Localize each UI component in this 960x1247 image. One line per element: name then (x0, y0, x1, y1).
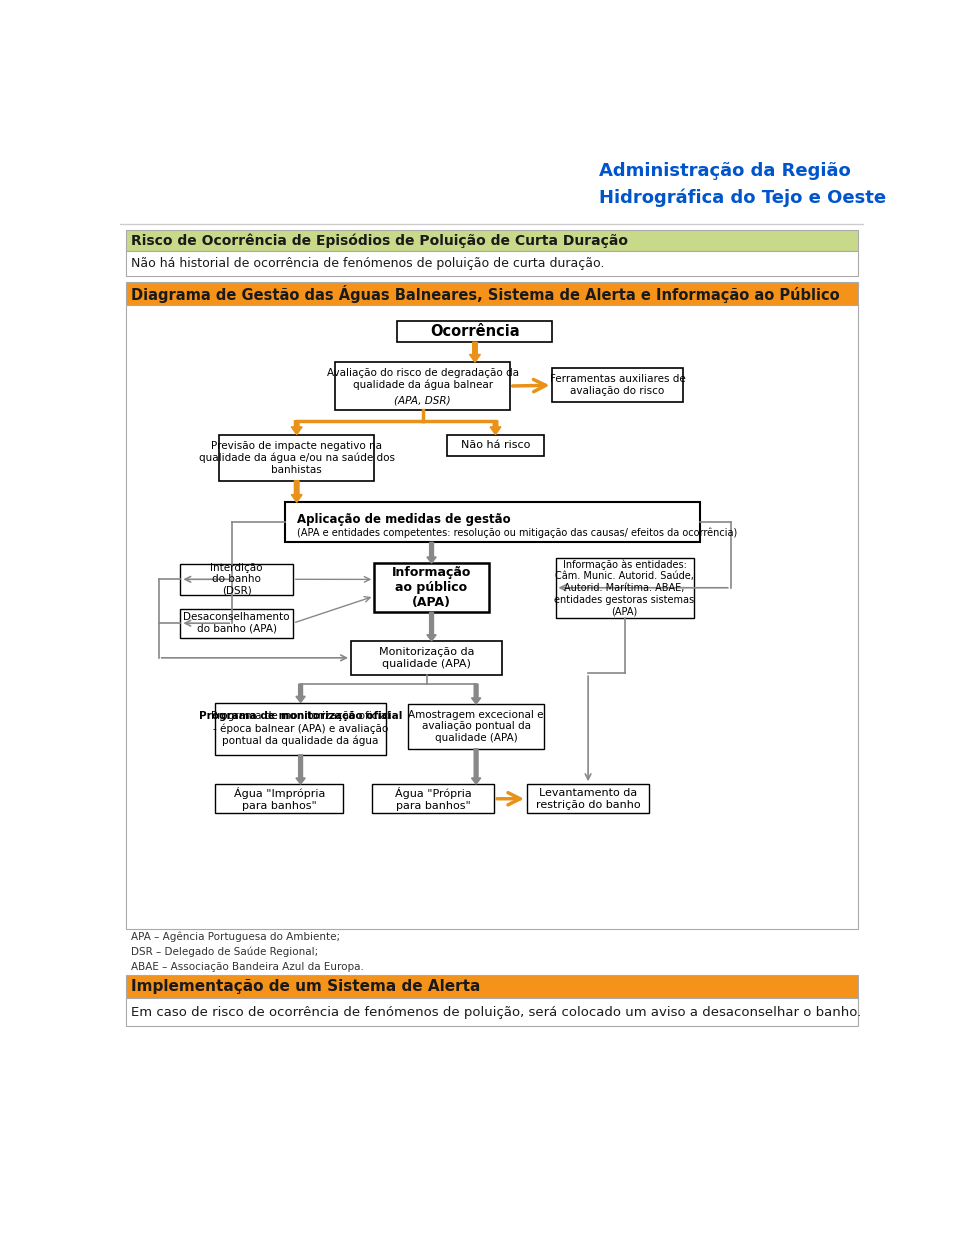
Text: Levantamento da
restrição do banho: Levantamento da restrição do banho (536, 788, 640, 809)
Polygon shape (296, 754, 305, 784)
FancyBboxPatch shape (180, 564, 293, 595)
Text: Em caso de risco de ocorrência de fenómenos de poluição, será colocado um aviso : Em caso de risco de ocorrência de fenóme… (131, 1005, 861, 1019)
Text: Previsão de impacte negativo na
qualidade da água e/ou na saúde dos
banhistas: Previsão de impacte negativo na qualidad… (199, 440, 395, 475)
FancyBboxPatch shape (126, 282, 858, 306)
Text: Implementação de um Sistema de Alerta: Implementação de um Sistema de Alerta (131, 979, 480, 994)
Text: (APA e entidades competentes: resolução ou mitigação das causas/ efeitos da ocor: (APA e entidades competentes: resolução … (298, 527, 737, 539)
FancyBboxPatch shape (126, 975, 858, 998)
FancyBboxPatch shape (219, 434, 374, 481)
Text: Ocorrência: Ocorrência (430, 324, 519, 339)
FancyBboxPatch shape (285, 503, 700, 542)
Polygon shape (427, 542, 436, 564)
FancyBboxPatch shape (126, 998, 858, 1026)
FancyBboxPatch shape (447, 434, 544, 456)
FancyBboxPatch shape (215, 784, 344, 813)
Text: Hidrográfica do Tejo e Oeste: Hidrográfica do Tejo e Oeste (599, 188, 886, 207)
FancyBboxPatch shape (335, 362, 510, 410)
FancyBboxPatch shape (374, 564, 489, 612)
Text: Risco de Ocorrência de Episódios de Poluição de Curta Duração: Risco de Ocorrência de Episódios de Polu… (131, 233, 628, 248)
FancyBboxPatch shape (126, 306, 858, 929)
FancyBboxPatch shape (372, 784, 494, 813)
Text: Avaliação do risco de degradação da
qualidade da água balnear: Avaliação do risco de degradação da qual… (326, 368, 518, 390)
FancyBboxPatch shape (556, 557, 693, 617)
Polygon shape (291, 420, 302, 434)
Text: Aplicação de medidas de gestão: Aplicação de medidas de gestão (298, 513, 511, 526)
Text: Desaconselhamento
do banho (APA): Desaconselhamento do banho (APA) (183, 612, 290, 633)
Text: Interdição
do banho
(DSR): Interdição do banho (DSR) (210, 562, 263, 596)
Text: Diagrama de Gestão das Águas Balneares, Sistema de Alerta e Informação ao Públic: Diagrama de Gestão das Águas Balneares, … (131, 284, 839, 303)
Text: Programa de monitorização oficial: Programa de monitorização oficial (199, 711, 402, 721)
FancyBboxPatch shape (180, 609, 293, 637)
FancyBboxPatch shape (120, 150, 864, 223)
Text: APA – Agência Portuguesa do Ambiente;
DSR – Delegado de Saúde Regional;
ABAE – A: APA – Agência Portuguesa do Ambiente; DS… (131, 932, 364, 973)
Polygon shape (427, 612, 436, 641)
Text: Água "Própria
para banhos": Água "Própria para banhos" (395, 787, 471, 811)
FancyBboxPatch shape (351, 641, 502, 675)
Polygon shape (469, 342, 480, 362)
Polygon shape (296, 685, 305, 702)
Text: Água "Imprópria
para banhos": Água "Imprópria para banhos" (233, 787, 324, 811)
Text: Não há historial de ocorrência de fenómenos de poluição de curta duração.: Não há historial de ocorrência de fenóme… (131, 257, 604, 271)
Text: Amostragem excecional e
avaliação pontual da
qualidade (APA): Amostragem excecional e avaliação pontua… (408, 710, 544, 743)
Polygon shape (471, 748, 481, 784)
FancyBboxPatch shape (552, 368, 683, 403)
Text: (APA, DSR): (APA, DSR) (395, 395, 451, 405)
Polygon shape (471, 685, 481, 705)
FancyBboxPatch shape (408, 705, 544, 748)
Text: Informação
ao público
(APA): Informação ao público (APA) (392, 566, 471, 610)
Text: Não há risco: Não há risco (461, 440, 530, 450)
Polygon shape (490, 420, 501, 434)
Text: Informação às entidades:
Câm. Munic. Autorid. Saúde,
Autorid. Marítima. ABAE,
en: Informação às entidades: Câm. Munic. Aut… (555, 560, 695, 616)
Text: Administração da Região: Administração da Região (599, 162, 851, 180)
Polygon shape (291, 481, 302, 503)
Text: Ferramentas auxiliares de
avaliação do risco: Ferramentas auxiliares de avaliação do r… (550, 374, 685, 397)
Text: Monitorização da
qualidade (APA): Monitorização da qualidade (APA) (379, 647, 474, 668)
FancyBboxPatch shape (126, 231, 858, 252)
FancyBboxPatch shape (215, 702, 386, 754)
FancyBboxPatch shape (397, 320, 552, 342)
Text: Programa de monitorização oficial
- época balnear (APA) e avaliação
pontual da q: Programa de monitorização oficial - époc… (211, 712, 390, 746)
FancyBboxPatch shape (126, 252, 858, 276)
FancyBboxPatch shape (527, 784, 649, 813)
